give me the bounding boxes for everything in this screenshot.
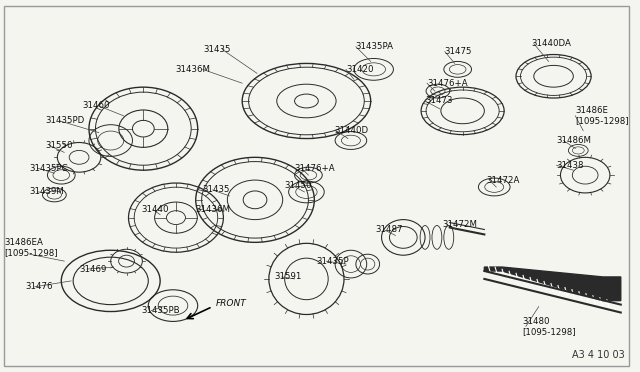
Text: 31486M: 31486M: [557, 136, 591, 145]
Text: 31476: 31476: [26, 282, 53, 291]
Text: 31435PA: 31435PA: [356, 42, 394, 51]
Text: 31438: 31438: [557, 161, 584, 170]
Text: A3 4 10 03: A3 4 10 03: [572, 350, 625, 360]
Text: 31435P: 31435P: [316, 257, 349, 266]
Text: 31460: 31460: [82, 102, 109, 110]
Text: 31472M: 31472M: [443, 220, 478, 229]
Text: 31480
[1095-1298]: 31480 [1095-1298]: [522, 317, 575, 336]
Text: 31450: 31450: [285, 180, 312, 189]
Polygon shape: [484, 267, 621, 301]
Text: 31439M: 31439M: [29, 187, 65, 196]
Text: 31550: 31550: [45, 141, 73, 150]
Text: 31435PC: 31435PC: [29, 164, 68, 173]
Text: 31420: 31420: [346, 65, 374, 74]
Text: 31472A: 31472A: [486, 176, 520, 185]
Text: 31591: 31591: [275, 272, 302, 282]
Text: 31440: 31440: [141, 205, 169, 214]
Text: 31436M: 31436M: [196, 205, 231, 214]
Text: 31435: 31435: [203, 186, 230, 195]
Text: 31476+A: 31476+A: [294, 164, 335, 173]
Text: 31440DA: 31440DA: [532, 39, 572, 48]
Text: 31435: 31435: [204, 45, 231, 54]
Text: 31486EA
[1095-1298]: 31486EA [1095-1298]: [4, 238, 58, 257]
Text: 31435PD: 31435PD: [45, 116, 84, 125]
Text: 31436M: 31436M: [175, 65, 211, 74]
Text: 31475: 31475: [445, 47, 472, 56]
Text: 31473: 31473: [425, 96, 452, 106]
Text: 31440D: 31440D: [334, 126, 368, 135]
Text: 31435PB: 31435PB: [141, 306, 180, 315]
Text: FRONT: FRONT: [216, 299, 246, 308]
Text: 31487: 31487: [376, 225, 403, 234]
Text: 31486E
[1095-1298]: 31486E [1095-1298]: [575, 106, 629, 125]
Text: 31469: 31469: [79, 264, 106, 273]
Text: 31476+A: 31476+A: [427, 79, 468, 88]
